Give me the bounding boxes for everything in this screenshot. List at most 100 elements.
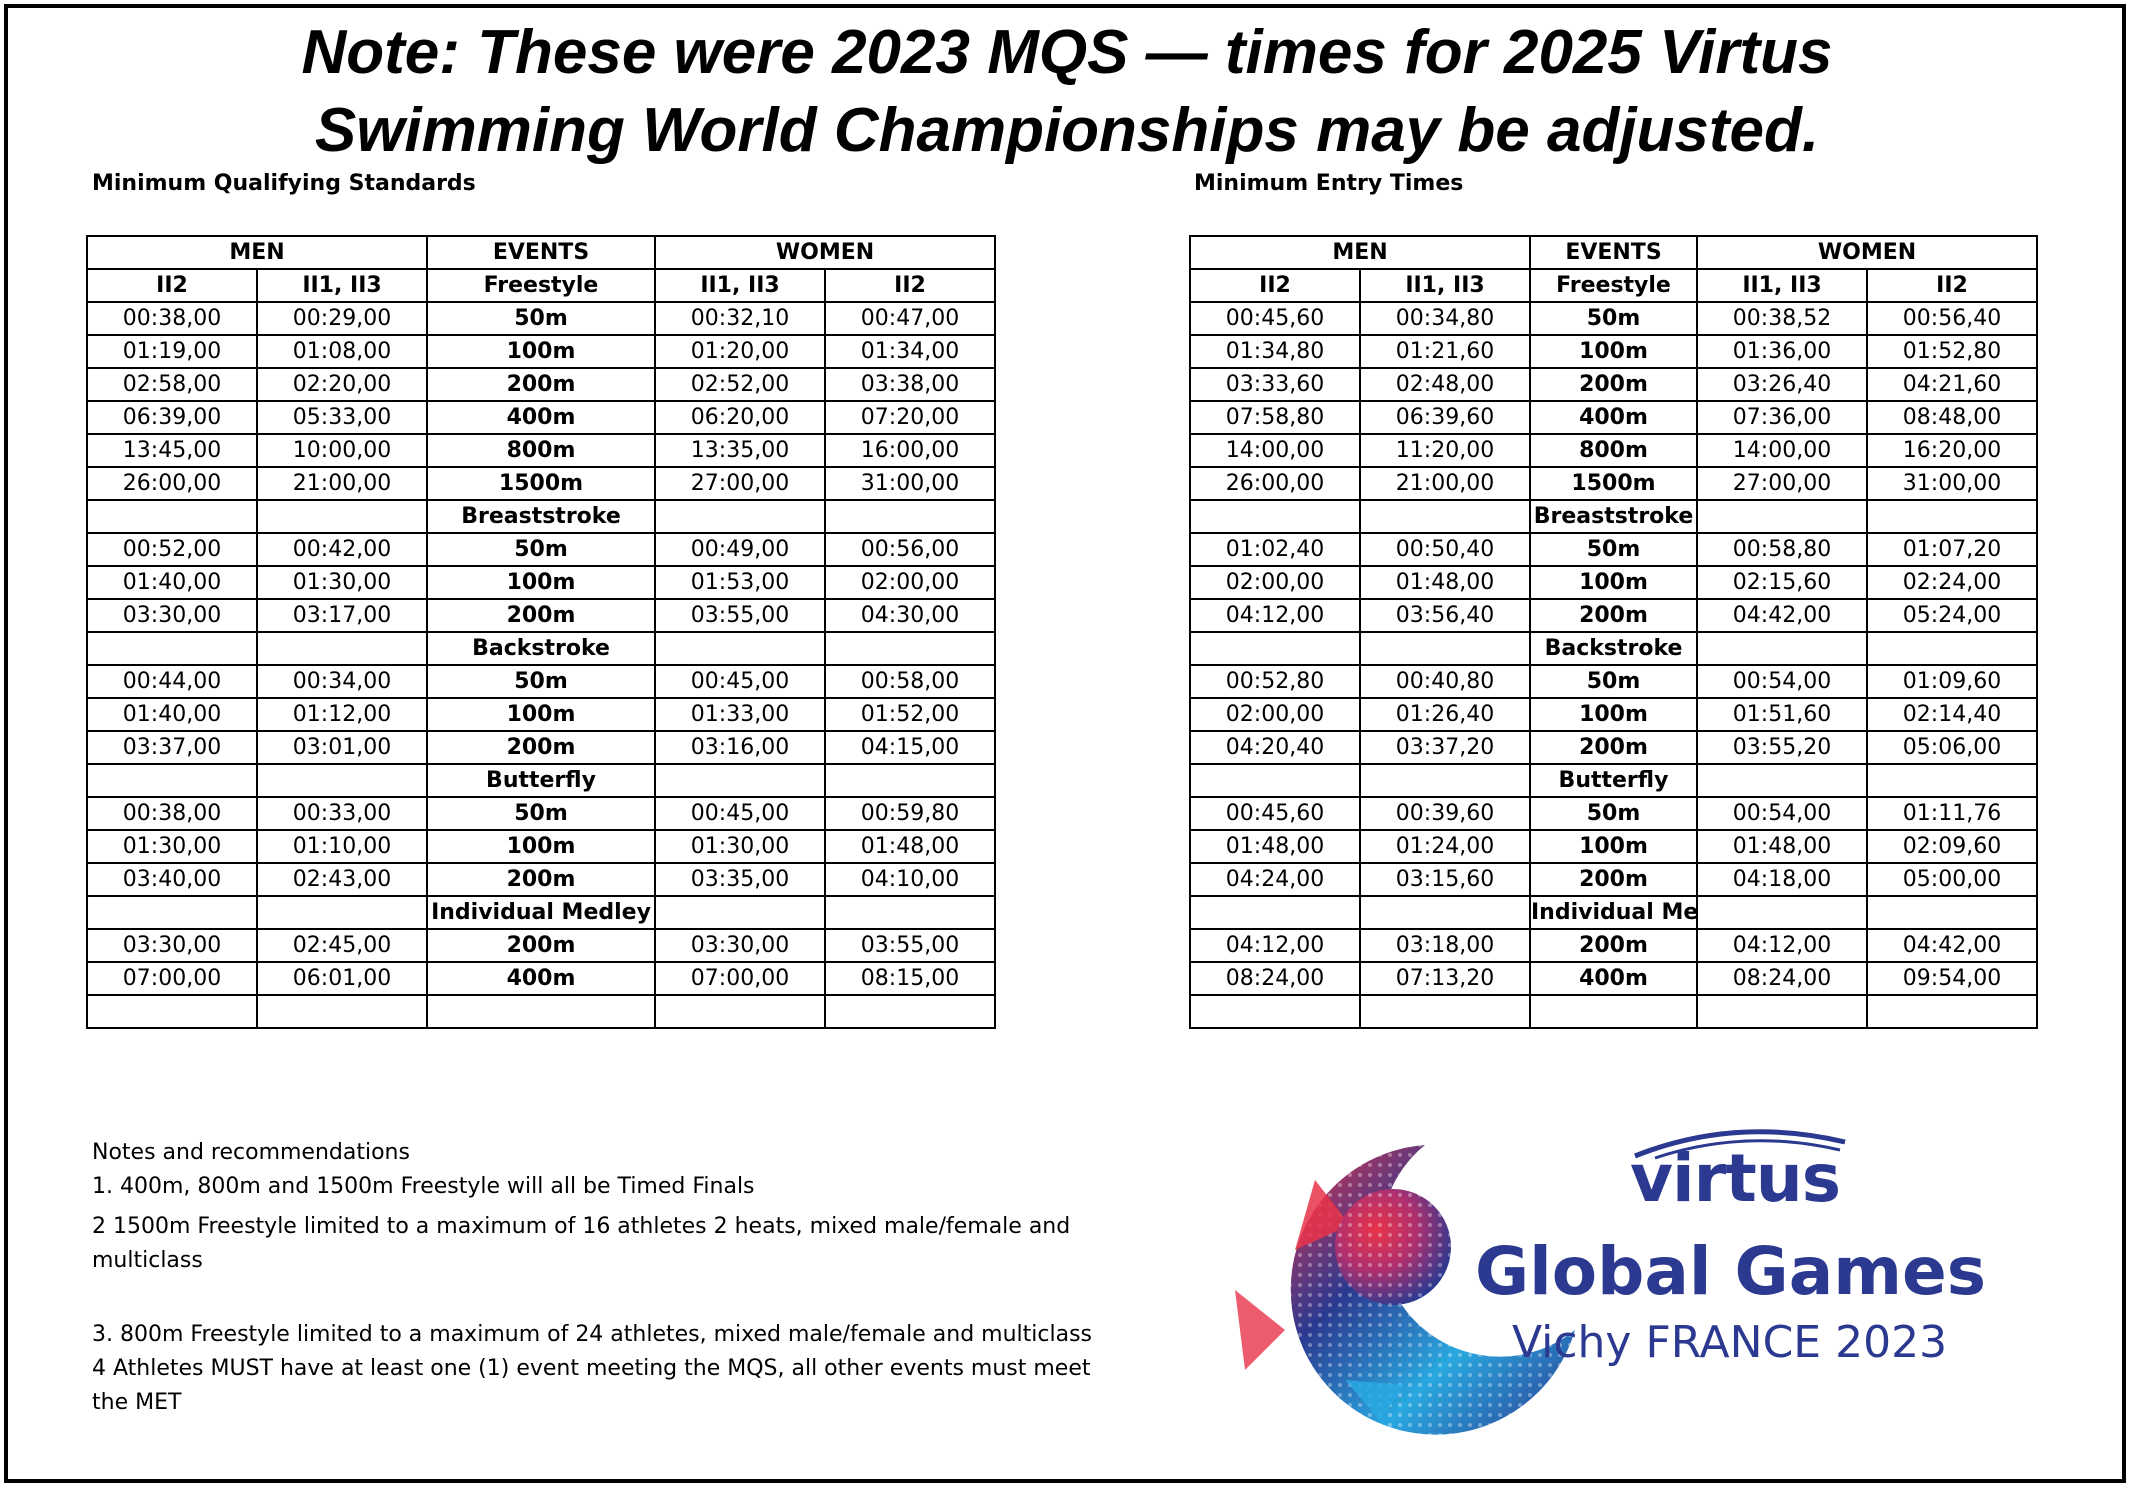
time-cell: 01:30,00: [86, 829, 258, 864]
time-cell: 03:16,00: [654, 730, 826, 765]
time-cell: 21:00,00: [1359, 466, 1531, 501]
time-cell: 04:18,00: [1696, 862, 1868, 897]
class-header: II1, II3: [654, 268, 826, 303]
time-cell: 06:01,00: [256, 961, 428, 996]
time-cell: 04:15,00: [824, 730, 996, 765]
time-cell: [1359, 631, 1531, 666]
event-cell: 200m: [1529, 598, 1698, 633]
event-cell: 50m: [426, 796, 656, 831]
time-cell: 03:30,00: [86, 598, 258, 633]
time-cell: 02:00,00: [824, 565, 996, 600]
table-row: 01:40,00 01:30,00 100m 01:53,00 02:00,00: [86, 565, 996, 600]
time-cell: 21:00,00: [256, 466, 428, 501]
stroke-header: Freestyle: [1529, 268, 1698, 303]
time-cell: 02:00,00: [1189, 697, 1361, 732]
time-cell: 27:00,00: [1696, 466, 1868, 501]
time-cell: 31:00,00: [1866, 466, 2038, 501]
logo-subtitle: Vichy FRANCE 2023: [1512, 1317, 1948, 1368]
time-cell: [86, 499, 258, 534]
event-cell: Backstroke: [1529, 631, 1698, 666]
time-cell: 00:39,60: [1359, 796, 1531, 831]
time-cell: 03:17,00: [256, 598, 428, 633]
time-cell: [1696, 499, 1868, 534]
time-cell: 01:53,00: [654, 565, 826, 600]
time-cell: [824, 994, 996, 1029]
table-row: Backstroke: [86, 631, 996, 666]
time-cell: [824, 499, 996, 534]
table-row: 07:00,00 06:01,00 400m 07:00,00 08:15,00: [86, 961, 996, 996]
table-row: 02:58,00 02:20,00 200m 02:52,00 03:38,00: [86, 367, 996, 402]
event-cell: 1500m: [1529, 466, 1698, 501]
time-cell: 00:52,80: [1189, 664, 1361, 699]
table-row: 00:45,60 00:34,80 50m 00:38,52 00:56,40: [1189, 301, 2038, 336]
table-row: 14:00,00 11:20,00 800m 14:00,00 16:20,00: [1189, 433, 2038, 468]
table-row: 00:52,80 00:40,80 50m 00:54,00 01:09,60: [1189, 664, 2038, 699]
time-cell: 05:24,00: [1866, 598, 2038, 633]
event-cell: 50m: [1529, 301, 1698, 336]
time-cell: 02:43,00: [256, 862, 428, 897]
time-cell: [1696, 994, 1868, 1029]
class-header: II1, II3: [1359, 268, 1531, 303]
time-cell: 04:42,00: [1696, 598, 1868, 633]
time-cell: [1189, 631, 1361, 666]
time-cell: [824, 895, 996, 930]
table-row: 02:00,00 01:26,40 100m 01:51,60 02:14,40: [1189, 697, 2038, 732]
table-row: [86, 994, 996, 1029]
time-cell: 02:45,00: [256, 928, 428, 963]
time-cell: [654, 763, 826, 798]
event-cell: 50m: [426, 532, 656, 567]
time-cell: 01:48,00: [824, 829, 996, 864]
time-cell: 01:09,60: [1866, 664, 2038, 699]
time-cell: 05:06,00: [1866, 730, 2038, 765]
swirl-logo-icon: [1235, 1145, 1575, 1435]
time-cell: 27:00,00: [654, 466, 826, 501]
time-cell: 03:38,00: [824, 367, 996, 402]
time-cell: 08:24,00: [1189, 961, 1361, 996]
time-cell: 02:58,00: [86, 367, 258, 402]
time-cell: 00:38,00: [86, 796, 258, 831]
class-header: II1, II3: [1696, 268, 1868, 303]
table-row: 04:24,00 03:15,60 200m 04:18,00 05:00,00: [1189, 862, 2038, 897]
table-row: 01:30,00 01:10,00 100m 01:30,00 01:48,00: [86, 829, 996, 864]
time-cell: [1359, 895, 1531, 930]
time-cell: 01:11,76: [1866, 796, 2038, 831]
time-cell: 00:38,52: [1696, 301, 1868, 336]
event-cell: 400m: [426, 961, 656, 996]
note-item: 1. 400m, 800m and 1500m Freestyle will a…: [92, 1174, 755, 1199]
time-cell: 03:30,00: [86, 928, 258, 963]
time-cell: 01:26,40: [1359, 697, 1531, 732]
event-cell: Breaststroke: [426, 499, 656, 534]
table-row: 26:00,00 21:00,00 1500m 27:00,00 31:00,00: [1189, 466, 2038, 501]
time-cell: 00:54,00: [1696, 796, 1868, 831]
virtus-global-games-logo: virtus Global Games Vichy FRANCE 2023: [1175, 1120, 2015, 1450]
time-cell: 03:35,00: [654, 862, 826, 897]
time-cell: 01:19,00: [86, 334, 258, 369]
class-header: II2: [1189, 268, 1361, 303]
time-cell: 07:36,00: [1696, 400, 1868, 435]
time-cell: [1359, 994, 1531, 1029]
time-cell: 04:12,00: [1696, 928, 1868, 963]
time-cell: 03:18,00: [1359, 928, 1531, 963]
time-cell: 01:10,00: [256, 829, 428, 864]
time-cell: 13:45,00: [86, 433, 258, 468]
event-cell: 100m: [426, 697, 656, 732]
time-cell: 00:34,00: [256, 664, 428, 699]
note-item: 2 1500m Freestyle limited to a maximum o…: [92, 1214, 1071, 1273]
time-cell: 00:58,80: [1696, 532, 1868, 567]
women-header: WOMEN: [654, 235, 996, 270]
headline-line-1: Note: These were 2023 MQS — times for 20…: [301, 18, 1833, 87]
table-subheader-row: II2 II1, II3 Freestyle II1, II3 II2: [1189, 268, 2038, 303]
men-header: MEN: [86, 235, 428, 270]
table-row: 01:40,00 01:12,00 100m 01:33,00 01:52,00: [86, 697, 996, 732]
mqs-table: MEN EVENTS WOMEN II2 II1, II3 Freestyle …: [86, 235, 996, 1029]
table-row: Butterfly: [1189, 763, 2038, 798]
time-cell: [654, 631, 826, 666]
time-cell: 06:39,00: [86, 400, 258, 435]
time-cell: 03:30,00: [654, 928, 826, 963]
time-cell: 00:45,00: [654, 664, 826, 699]
time-cell: 08:15,00: [824, 961, 996, 996]
time-cell: 00:40,80: [1359, 664, 1531, 699]
time-cell: 04:21,60: [1866, 367, 2038, 402]
event-cell: 100m: [1529, 565, 1698, 600]
time-cell: 06:20,00: [654, 400, 826, 435]
